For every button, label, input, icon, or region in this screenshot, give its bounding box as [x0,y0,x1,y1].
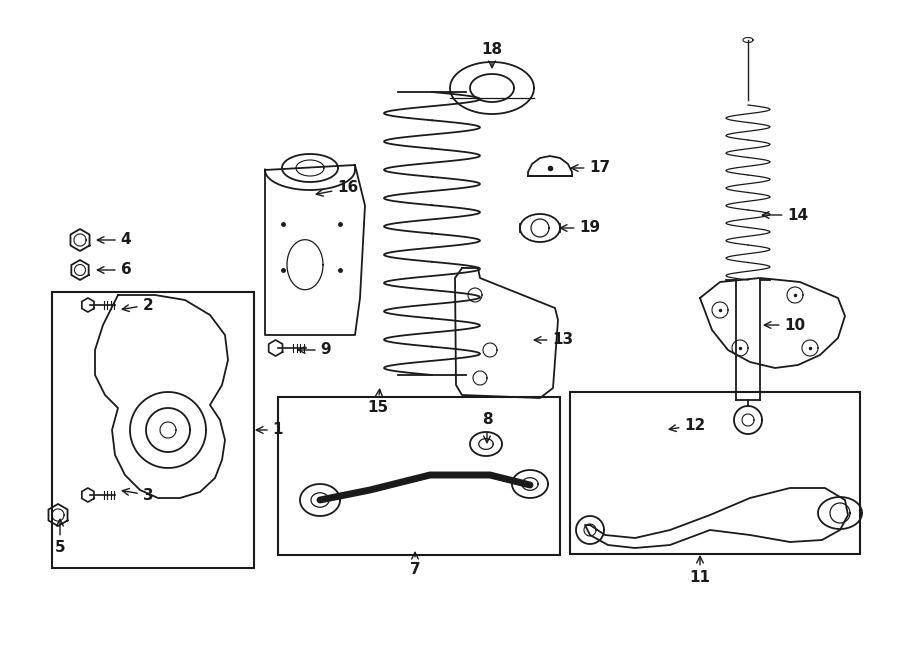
Text: 4: 4 [97,233,131,247]
Text: 3: 3 [122,488,153,502]
Text: 11: 11 [689,557,710,586]
Text: 6: 6 [97,262,131,278]
Text: 18: 18 [482,42,502,67]
Text: 19: 19 [561,221,600,235]
Text: 17: 17 [572,161,610,176]
Text: 7: 7 [410,553,420,578]
Text: 14: 14 [762,208,808,223]
Text: 1: 1 [256,422,284,438]
Text: 5: 5 [55,520,66,555]
Text: 16: 16 [316,180,358,196]
Text: 12: 12 [670,418,706,432]
Text: 2: 2 [122,297,153,313]
Text: 13: 13 [535,332,573,348]
Text: 15: 15 [367,389,389,416]
Text: 8: 8 [482,412,492,443]
Text: 10: 10 [764,317,806,332]
Text: 9: 9 [298,342,331,358]
